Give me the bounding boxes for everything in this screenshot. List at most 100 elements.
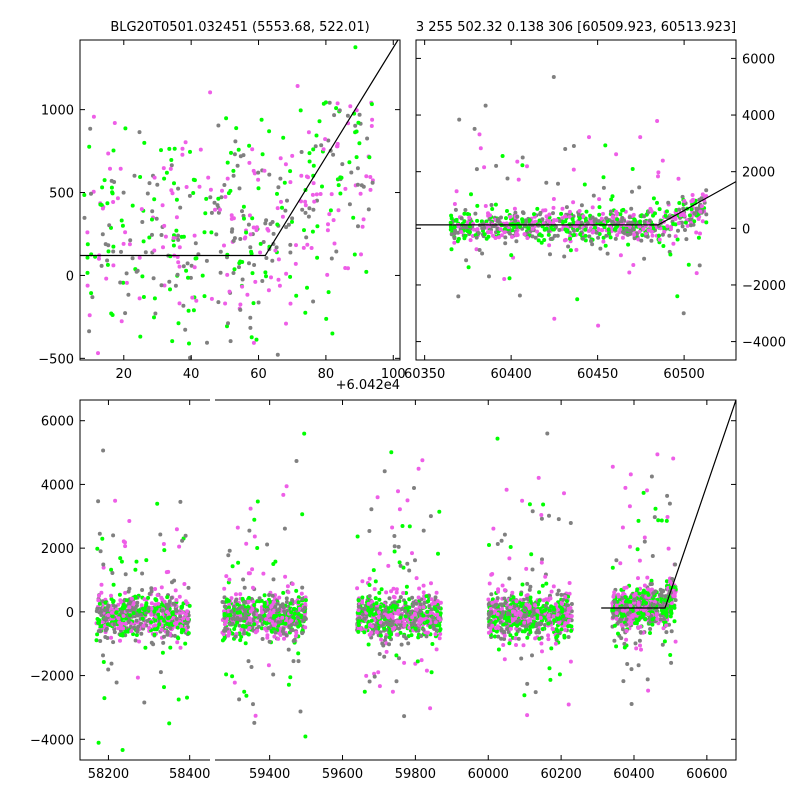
data-point xyxy=(386,606,391,611)
data-point xyxy=(280,615,285,620)
data-point xyxy=(387,642,391,647)
data-point xyxy=(665,209,669,214)
data-point xyxy=(394,587,399,592)
data-point xyxy=(149,586,154,591)
data-point xyxy=(296,659,301,664)
data-point xyxy=(288,675,293,680)
data-point xyxy=(566,624,571,629)
data-point xyxy=(87,313,92,318)
data-point xyxy=(671,241,676,246)
data-point xyxy=(140,220,145,224)
data-point xyxy=(685,223,690,228)
data-point xyxy=(171,243,176,248)
data-point xyxy=(238,302,243,307)
data-point xyxy=(108,166,112,171)
data-point xyxy=(629,667,634,672)
data-point xyxy=(178,614,183,619)
data-point xyxy=(614,152,619,157)
data-point xyxy=(405,498,410,503)
data-point xyxy=(152,609,157,614)
data-point xyxy=(392,534,397,538)
data-point xyxy=(642,539,647,544)
data-point xyxy=(632,232,637,237)
data-point xyxy=(539,621,544,626)
data-point xyxy=(275,191,279,196)
data-point xyxy=(188,149,192,154)
data-point xyxy=(553,602,558,607)
model-line xyxy=(416,181,736,226)
data-point xyxy=(422,600,427,605)
data-point xyxy=(310,192,315,197)
data-point xyxy=(202,230,207,235)
data-point xyxy=(654,613,659,618)
data-point xyxy=(239,627,244,632)
data-point xyxy=(377,597,382,602)
data-point xyxy=(176,260,181,265)
data-point xyxy=(304,235,309,240)
data-point xyxy=(547,243,552,248)
data-point xyxy=(566,702,571,707)
data-point xyxy=(459,216,464,221)
data-point xyxy=(85,255,90,260)
data-point xyxy=(643,617,648,622)
data-point xyxy=(552,618,557,623)
data-point xyxy=(146,606,151,611)
data-point xyxy=(212,200,217,205)
data-point xyxy=(407,625,412,630)
data-point xyxy=(360,595,365,600)
data-point xyxy=(597,212,602,217)
data-point xyxy=(225,160,230,165)
data-point xyxy=(300,628,305,632)
data-point xyxy=(614,604,619,608)
data-point xyxy=(109,185,114,190)
data-point xyxy=(260,152,265,157)
data-point xyxy=(252,517,257,522)
data-point xyxy=(668,604,673,609)
data-point xyxy=(462,211,467,216)
data-point xyxy=(324,316,329,321)
data-point xyxy=(262,604,267,608)
data-point xyxy=(530,567,535,572)
data-point xyxy=(248,325,253,330)
x-tick-label: 60400 xyxy=(490,367,531,382)
data-point xyxy=(296,651,301,656)
data-point xyxy=(616,631,620,636)
data-point xyxy=(172,633,177,638)
data-point xyxy=(598,222,603,227)
data-point xyxy=(536,238,541,243)
data-point xyxy=(326,138,331,143)
data-point xyxy=(563,227,568,232)
data-point xyxy=(89,291,94,296)
data-point xyxy=(551,75,556,79)
data-point xyxy=(372,674,377,679)
data-point xyxy=(160,597,165,602)
data-point xyxy=(355,166,360,171)
full-axes-frame xyxy=(79,399,737,761)
data-point xyxy=(601,211,605,216)
data-point xyxy=(328,208,333,213)
data-point xyxy=(398,595,403,600)
data-point xyxy=(250,216,255,221)
data-point xyxy=(216,300,221,305)
data-point xyxy=(491,526,496,531)
data-point xyxy=(465,220,470,225)
data-point xyxy=(462,219,467,224)
data-point xyxy=(632,593,637,598)
data-point xyxy=(551,605,556,610)
data-point xyxy=(612,600,617,604)
data-point xyxy=(85,242,90,247)
data-point xyxy=(176,636,181,641)
data-point xyxy=(103,600,108,605)
data-point xyxy=(180,152,185,157)
data-point xyxy=(475,203,480,208)
data-point xyxy=(106,613,111,618)
data-point xyxy=(379,587,384,592)
data-point xyxy=(681,206,686,211)
data-point xyxy=(648,206,653,211)
data-point xyxy=(690,198,695,203)
data-point xyxy=(140,274,145,279)
data-point xyxy=(675,237,680,242)
data-point xyxy=(399,642,404,647)
data-point xyxy=(642,214,647,219)
data-point xyxy=(303,605,307,610)
